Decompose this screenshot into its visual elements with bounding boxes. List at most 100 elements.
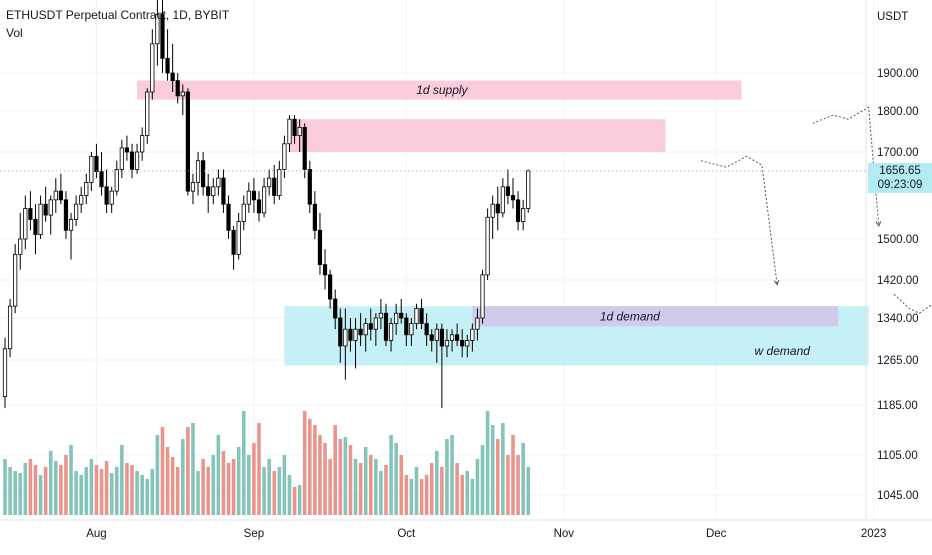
time-axis: Aug Sep Oct Nov Dec 2023 [86,528,886,540]
candle [460,329,465,358]
candle-body [373,317,378,330]
zone-label: 1d supply [416,83,468,97]
volume-bar [435,451,439,515]
candle [134,143,140,174]
candle-body [231,229,236,255]
candle [495,186,500,231]
candle-body [38,203,43,236]
volume-bar [374,459,378,515]
candle-body [434,328,439,341]
y-tick-label: 1700.00 [877,147,919,159]
candle-body [404,317,409,336]
candle [394,303,399,335]
volume-bar [450,435,454,515]
candle-body [84,182,89,196]
volume-bar [282,455,287,515]
volume-bar [84,467,89,515]
candle-body [221,177,226,205]
volume-bar [140,475,144,515]
volume-bar [43,467,48,515]
volume-bar [384,465,388,515]
candle [470,323,475,352]
volume-bar [150,469,155,515]
candle-body [216,177,221,188]
candles-layer [2,0,531,409]
volume-bar [79,475,83,515]
candle-body [13,253,18,307]
candle-body [7,305,13,350]
volume-bar [424,475,429,515]
volume-bar [165,447,170,515]
candle [373,313,378,346]
candle [226,195,231,239]
candle-body [140,135,145,153]
candle-body [358,328,363,336]
candle [444,329,450,358]
candle [221,169,226,213]
volume-bar [455,463,459,515]
candle [68,212,74,260]
volume-bar [414,467,419,515]
candle-body [348,328,353,341]
candle-body [160,14,165,59]
candle [348,318,353,352]
candle [292,115,297,144]
candle-body [510,195,516,201]
projection-arrowhead [875,221,882,227]
volume-bar [130,465,134,515]
candle [485,208,490,280]
candle [505,169,511,205]
volume-bar [313,425,317,515]
volume-bar [64,455,68,515]
candle-body [338,317,343,347]
volume-bar [145,479,150,515]
volume-bar [120,445,124,515]
candle-body [353,328,358,341]
y-tick-label: 1045.00 [877,490,919,502]
volume-bar [308,419,312,515]
candle [363,318,368,352]
candle-body [322,264,328,276]
candle [18,212,23,270]
candle-body [129,151,135,170]
candle-body [2,348,8,397]
candle [241,195,246,231]
candle-body [480,274,485,319]
volume-bar [54,461,58,515]
volume-indicator-label: Vol [6,26,23,40]
candle-body [282,143,287,170]
candle-body [343,328,348,347]
chart-title: ETHUSDT Perpetual Contract, 1D, BYBIT [6,8,230,22]
candle-body [302,127,307,170]
candle-body [505,186,511,196]
candle [343,308,348,380]
volume-bar [13,471,17,515]
candle-body [74,203,79,220]
candle-body [521,208,526,223]
volume-bar [94,465,99,515]
candle-body [333,298,338,319]
candle-body [368,323,373,330]
volume-bar [358,463,363,515]
candle [424,313,429,346]
candle-body [363,323,368,336]
volume-bar [59,465,63,515]
candle-body [328,274,333,300]
volume-bar [48,451,53,515]
candle [206,173,211,213]
volume-bar [114,467,119,515]
currency-label: USDT [877,11,909,23]
volume-bar [257,423,261,515]
candle [13,244,18,314]
candle-body [429,334,434,341]
volume-bar [353,459,358,515]
volume-bar [211,455,216,515]
volume-bar [419,479,424,515]
candle [526,169,531,213]
candle-body [495,203,500,214]
candle-body [292,118,297,136]
candle [287,115,292,152]
candle [333,289,338,330]
candle [2,337,8,409]
